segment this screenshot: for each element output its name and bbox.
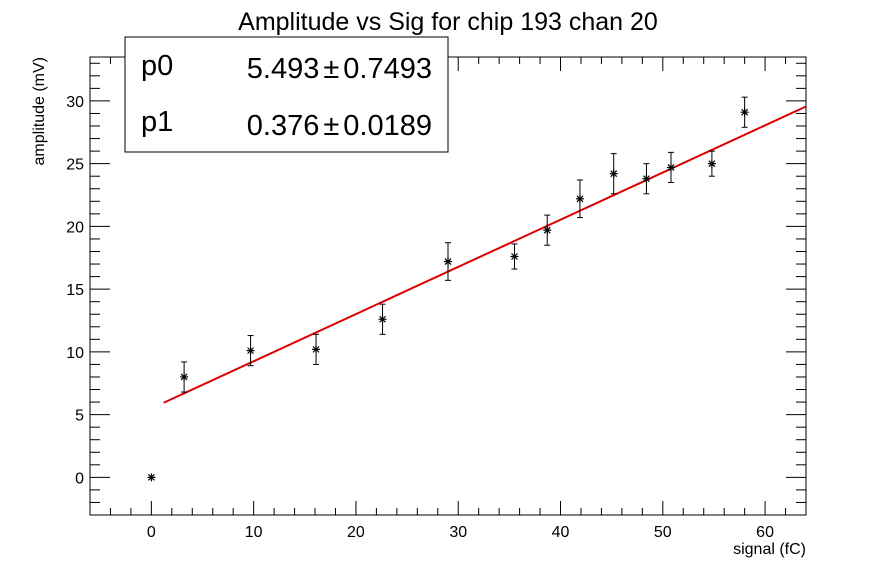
marker-stroke	[667, 163, 675, 171]
stat-p0-name: p0	[141, 50, 173, 82]
marker-stroke	[708, 160, 716, 168]
data-point	[642, 163, 651, 195]
fit-line	[163, 105, 807, 404]
data-point	[180, 361, 189, 393]
y-tick-label: 0	[75, 470, 84, 487]
y-tick-label: 5	[75, 408, 84, 425]
x-tick-label: 50	[654, 524, 672, 541]
data-point	[740, 96, 749, 128]
stat-p1-name: p1	[141, 106, 173, 138]
marker-stroke	[610, 170, 618, 178]
data-points-layer	[147, 96, 749, 482]
y-tick-label: 20	[66, 219, 84, 236]
data-point	[444, 242, 452, 281]
marker-stroke	[247, 347, 255, 355]
x-tick-label: 10	[245, 524, 263, 541]
y-axis-label: amplitude (mV)	[31, 57, 48, 165]
data-point	[510, 243, 519, 270]
marker-stroke	[576, 195, 584, 203]
data-point	[543, 214, 552, 246]
data-point	[707, 150, 716, 177]
chart-title: Amplitude vs Sig for chip 193 chan 20	[238, 8, 658, 36]
y-axis-tick-labels: 0 5 10 15 20 25 30	[66, 94, 84, 487]
x-tick-label: 60	[756, 524, 774, 541]
data-point	[575, 179, 584, 219]
x-axis-label: signal (fC)	[733, 541, 806, 558]
y-tick-label: 30	[66, 94, 84, 111]
marker-stroke	[543, 226, 551, 234]
data-point	[147, 473, 156, 482]
y-tick-label: 10	[66, 345, 84, 362]
fit-line-layer	[163, 105, 807, 404]
marker-stroke	[180, 373, 188, 381]
data-point	[609, 153, 618, 195]
x-tick-label: 40	[552, 524, 570, 541]
marker-stroke	[444, 258, 452, 265]
x-axis-tick-labels: 0 10 20 30 40 50 60	[147, 524, 774, 541]
fit-stats-frame	[124, 36, 449, 153]
stat-p1-value: 0.376 ±0.0189	[247, 110, 432, 142]
y-tick-label: 25	[66, 157, 84, 174]
marker-stroke	[643, 175, 650, 183]
data-point	[666, 151, 675, 183]
marker-stroke	[511, 253, 518, 260]
x-tick-label: 0	[147, 524, 156, 541]
marker-stroke	[741, 108, 749, 116]
fit-stats-box: p0 5.493 ±0.7493 p1 0.376 ±0.0189	[124, 36, 449, 153]
x-tick-label: 20	[347, 524, 365, 541]
y-axis-ticks	[90, 62, 806, 516]
marker-stroke	[147, 473, 155, 481]
data-point	[246, 335, 255, 367]
y-tick-label: 15	[66, 282, 84, 299]
x-tick-label: 30	[449, 524, 467, 541]
data-point	[312, 333, 321, 365]
marker-stroke	[312, 345, 320, 353]
stat-p0-value: 5.493 ±0.7493	[247, 53, 432, 85]
data-point	[378, 303, 387, 335]
marker-stroke	[379, 315, 386, 323]
